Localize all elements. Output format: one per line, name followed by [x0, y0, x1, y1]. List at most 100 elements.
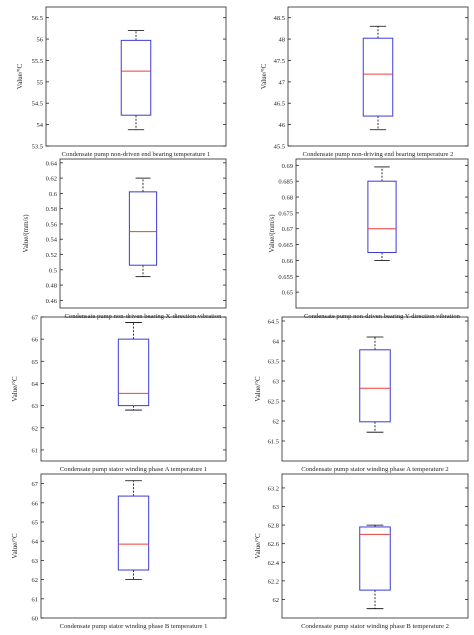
y-axis-label: Value/°C — [11, 533, 19, 559]
iqr-box — [359, 349, 391, 423]
chart-title: Condensate pump non-driven end bearing t… — [62, 151, 211, 158]
iqr-box — [120, 39, 152, 116]
y-tick-label: 48 — [279, 37, 286, 44]
y-tick-label: 0.54 — [46, 237, 58, 244]
y-tick-label: 64 — [32, 381, 39, 388]
chart-panel-5: 61 62 63 64 65 66 67 Value/°C Condensate pump st… — [11, 315, 227, 473]
y-tick-label: 54 — [37, 122, 44, 129]
y-tick-label: 0.58 — [46, 206, 57, 213]
iqr-box — [117, 495, 150, 571]
chart-title: Condensate pump non-driven bearing X-dir… — [65, 313, 223, 320]
y-tick-label: 0.48 — [46, 283, 57, 290]
y-tick-label: 63.2 — [268, 485, 279, 492]
y-tick-label: 67 — [32, 481, 39, 488]
y-tick-label: 47 — [279, 79, 286, 86]
y-tick-label: 45.5 — [274, 144, 285, 151]
y-tick-label: 65 — [32, 520, 39, 527]
y-tick-label: 67 — [32, 315, 39, 322]
y-tick-label: 66 — [32, 337, 39, 344]
chart-panel-1: 53.5 54 54.5 55 55.5 56 56.5 Value/°C Condensate… — [16, 6, 227, 158]
y-tick-label: 63.5 — [268, 359, 279, 366]
axes-frame — [40, 316, 227, 462]
y-tick-label: 63 — [32, 558, 39, 565]
y-axis-label: Value/°C — [260, 63, 268, 89]
y-axis-label: Value/°C — [16, 63, 24, 89]
chart-title: Condensate pump non-driven bearing Y-dir… — [304, 313, 461, 320]
chart-panel-3: 0.46 0.48 0.5 0.52 0.54 0.56 0.58 0.6 0.62 0.64 Va… — [22, 158, 227, 320]
y-tick-label: 53.5 — [32, 144, 43, 151]
y-tick-label: 55 — [37, 79, 44, 86]
axes-frame — [59, 158, 227, 309]
y-tick-label: 47.5 — [274, 58, 285, 65]
y-tick-label: 62 — [32, 425, 39, 432]
chart-panel-8: 62 62.2 62.4 62.6 62.8 63 63.2 Value/°C Condensa… — [254, 473, 469, 630]
y-tick-label: 0.46 — [46, 298, 58, 305]
y-tick-label: 62 — [273, 597, 280, 604]
axes-frame — [281, 316, 469, 462]
y-tick-label: 66 — [32, 500, 39, 507]
y-tick-label: 0.62 — [46, 176, 57, 183]
y-axis-label: Value/°C — [254, 376, 262, 402]
y-tick-label: 63 — [273, 379, 280, 386]
y-tick-label: 0.67 — [282, 226, 294, 233]
y-tick-label: 63 — [32, 403, 39, 410]
axes-frame — [295, 158, 469, 309]
y-axis-label: Value/°C — [11, 376, 19, 402]
y-tick-label: 62 — [32, 577, 39, 584]
y-tick-label: 0.655 — [278, 274, 293, 281]
y-tick-label: 0.65 — [282, 290, 293, 297]
chart-panel-4: 0.65 0.655 0.66 0.665 0.67 0.675 0.68 0.685 0.69… — [268, 158, 469, 320]
y-tick-label: 64 — [32, 539, 39, 546]
y-tick-label: 64 — [273, 339, 280, 346]
y-tick-label: 56 — [37, 37, 44, 44]
y-tick-label: 56.5 — [32, 15, 43, 22]
iqr-box — [117, 338, 150, 407]
y-tick-label: 0.69 — [282, 163, 293, 170]
y-tick-label: 46.5 — [274, 101, 285, 108]
y-axis-label: Value/(mm/s) — [22, 214, 30, 253]
y-tick-label: 61 — [32, 447, 39, 454]
y-tick-label: 62.8 — [268, 523, 279, 530]
y-tick-label: 62 — [273, 419, 280, 426]
y-tick-label: 0.5 — [49, 267, 57, 274]
y-tick-label: 0.675 — [278, 210, 293, 217]
y-tick-label: 64.5 — [268, 319, 279, 326]
y-tick-label: 0.68 — [282, 195, 293, 202]
y-tick-label: 61.5 — [268, 439, 279, 446]
y-axis-label: Value/(mm/s) — [268, 214, 276, 253]
axes-frame — [45, 6, 227, 147]
chart-title: Condensate pump non-driving end bearing … — [303, 151, 454, 158]
iqr-box — [128, 191, 158, 266]
axes-frame — [40, 473, 227, 619]
iqr-box — [367, 180, 397, 254]
iqr-box — [359, 526, 391, 591]
y-tick-label: 62.4 — [268, 560, 280, 567]
y-tick-label: 0.56 — [46, 221, 58, 228]
y-tick-label: 63 — [273, 504, 280, 511]
y-tick-label: 0.665 — [278, 242, 293, 249]
chart-panel-2: 45.5 46 46.5 47 47.5 48 48.5 Value/°C Condensate… — [260, 6, 469, 158]
y-tick-label: 62.2 — [268, 578, 279, 585]
chart-title: Condensate pump stator winding phase B t… — [60, 623, 208, 630]
chart-title: Condensate pump stator winding phase A t… — [60, 466, 207, 473]
y-tick-label: 0.685 — [278, 179, 293, 186]
y-tick-label: 0.66 — [282, 258, 294, 265]
y-tick-label: 48.5 — [274, 15, 285, 22]
chart-panel-6: 61.5 62 62.5 63 63.5 64 64.5 Value/°C Condensate… — [254, 316, 469, 473]
y-axis-label: Value/°C — [254, 533, 262, 559]
y-tick-label: 62.5 — [268, 399, 279, 406]
y-tick-label: 0.64 — [46, 160, 58, 167]
iqr-box — [362, 37, 394, 117]
chart-panel-7: 60 61 62 63 64 65 66 67 Value/°C Condensate pump … — [11, 473, 227, 630]
y-tick-label: 54.5 — [32, 101, 43, 108]
y-tick-label: 61 — [32, 596, 39, 603]
y-tick-label: 62.6 — [268, 541, 280, 548]
y-tick-label: 55.5 — [32, 58, 43, 65]
axes-frame — [281, 473, 469, 619]
axes-frame — [287, 6, 469, 147]
y-tick-label: 0.6 — [49, 191, 58, 198]
chart-title: Condensate pump stator winding phase B t… — [301, 623, 449, 630]
y-tick-label: 46 — [279, 122, 286, 129]
y-tick-label: 0.52 — [46, 252, 57, 259]
